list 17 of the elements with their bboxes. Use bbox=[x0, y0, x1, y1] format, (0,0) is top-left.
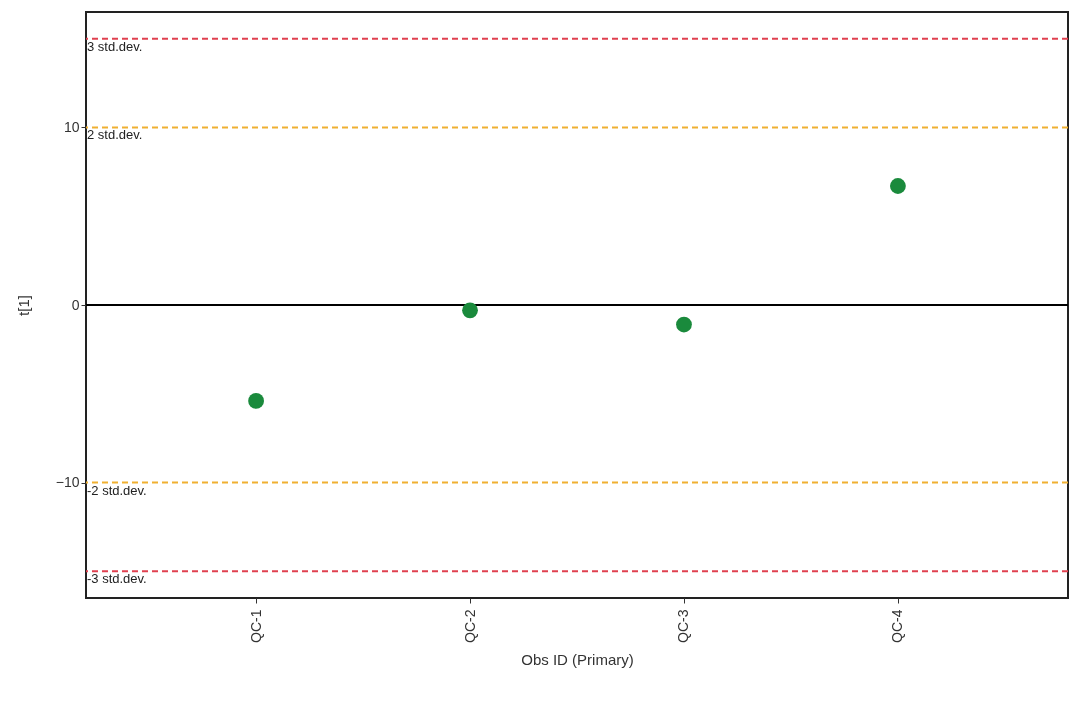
point bbox=[676, 316, 692, 333]
ref-line-label: 3 std.dev. bbox=[87, 38, 143, 54]
x-axis-title: Obs ID (Primary) bbox=[521, 650, 634, 668]
x-tick-label: QC-2 bbox=[461, 609, 478, 643]
y-axis-title: t[1] bbox=[14, 295, 32, 316]
ref-line-label: 2 std.dev. bbox=[87, 127, 143, 143]
ref-line-label: -3 std.dev. bbox=[87, 571, 147, 587]
point bbox=[462, 302, 478, 319]
point bbox=[248, 393, 264, 409]
x-tick-label: QC-4 bbox=[889, 609, 906, 643]
x-tick-label: QC-3 bbox=[675, 609, 692, 643]
y-tick-label: −10 bbox=[55, 474, 80, 491]
point bbox=[890, 178, 906, 194]
x-tick-label: QC-1 bbox=[247, 609, 264, 643]
y-tick-label: 10 bbox=[63, 118, 80, 135]
y-tick-label: 0 bbox=[71, 296, 80, 313]
ref-line-label: -2 std.dev. bbox=[87, 482, 147, 498]
